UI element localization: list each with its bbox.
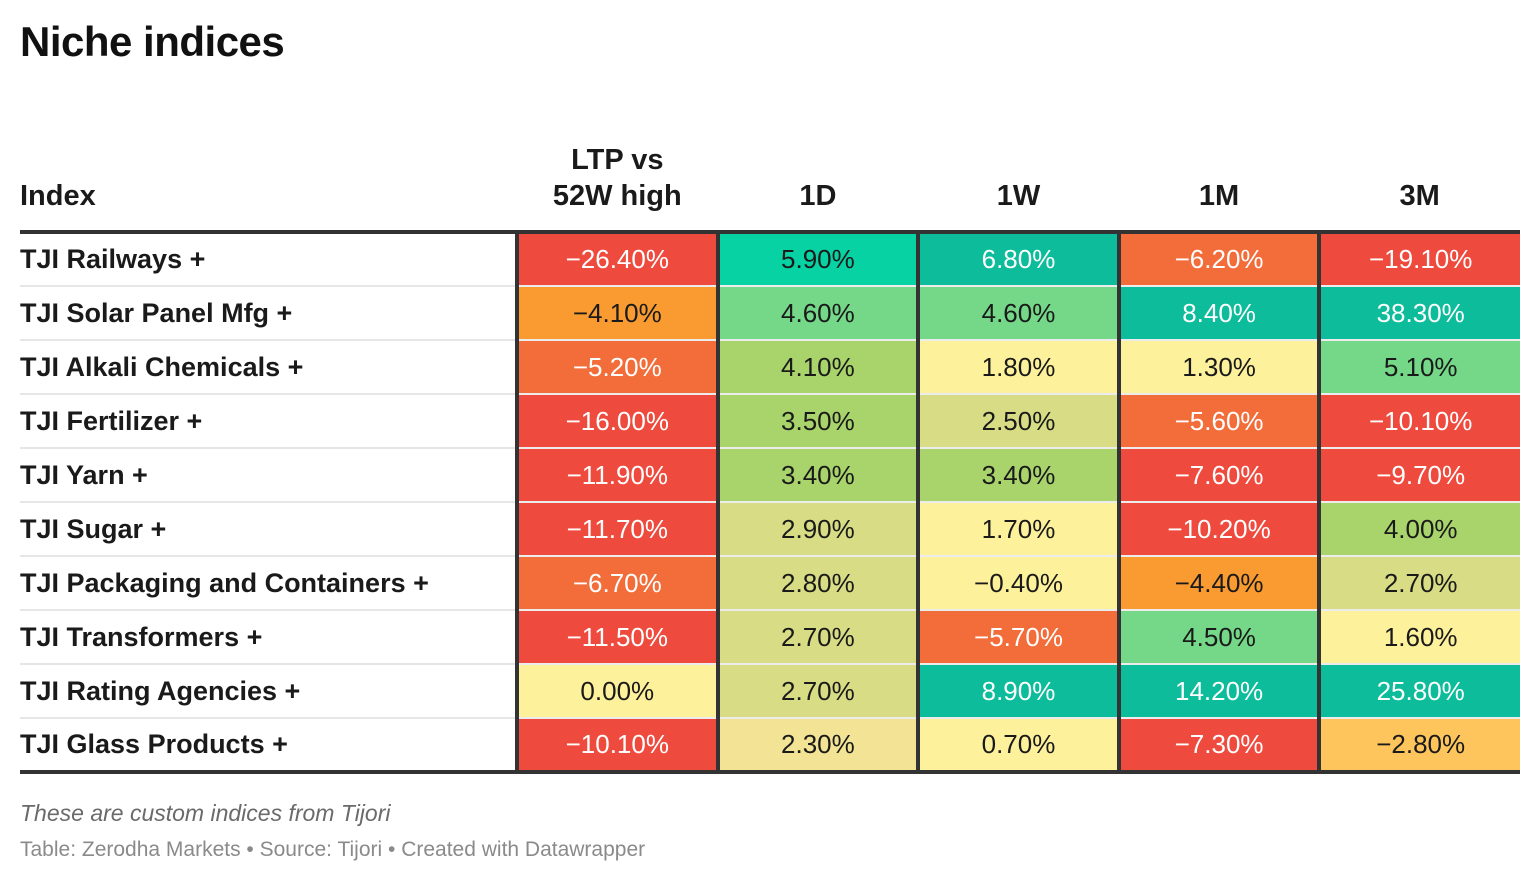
- value-cell-w1: 1.80%: [916, 339, 1119, 394]
- value-cell-m3: −2.80%: [1317, 717, 1520, 774]
- value-cell-m1: 1.30%: [1116, 339, 1320, 394]
- table-row: TJI Alkali Chemicals + −5.20% 4.10% 1.80% 1.…: [20, 339, 1520, 394]
- value-cell-m3: 38.30%: [1317, 285, 1520, 340]
- value-cell-d1: 2.70%: [715, 609, 919, 664]
- column-header-w1: 1W: [918, 124, 1119, 234]
- index-name: TJI Rating Agencies +: [20, 663, 517, 718]
- column-header-line: 52W high: [552, 180, 682, 212]
- value-cell-m1: −4.40%: [1116, 555, 1320, 610]
- index-name: TJI Alkali Chemicals +: [20, 339, 517, 394]
- table-row: TJI Fertilizer + −16.00% 3.50% 2.50% −5.60% −…: [20, 393, 1520, 448]
- table-row: TJI Rating Agencies +0.00% 2.70% 8.90% 14.2…: [20, 663, 1520, 718]
- column-header-m1: 1M: [1118, 124, 1320, 234]
- value-cell-w1: 8.90%: [916, 663, 1119, 718]
- value-cell-w1: 6.80%: [916, 232, 1119, 286]
- value-cell-ltp_vs_52w_high: −6.70%: [515, 555, 718, 610]
- value-cell-m3: 1.60%: [1317, 609, 1520, 664]
- column-header-line: 3M: [1399, 180, 1440, 212]
- column-header-line: 1W: [996, 180, 1041, 212]
- value-cell-d1: 2.80%: [715, 555, 919, 610]
- index-name: TJI Railways +: [20, 244, 206, 274]
- value-cell-ltp_vs_52w_high: −11.50%: [515, 609, 718, 664]
- index-name: TJI Glass Products +: [20, 717, 517, 774]
- heatmap-table: Index LTP vs 52W high 1D 1W 1M 3M TJI Railways…: [20, 124, 1520, 774]
- value-cell-ltp_vs_52w_high: −5.20%: [515, 339, 718, 394]
- value-cell-w1: 0.70%: [916, 717, 1119, 774]
- column-header-m3: 3M: [1319, 124, 1520, 234]
- value-cell-d1: 5.90%: [715, 232, 919, 286]
- value-cell-m1: −10.20%: [1116, 501, 1320, 556]
- value-cell-ltp_vs_52w_high: −4.10%: [515, 285, 718, 340]
- table-row: TJI Packaging and Containers + −6.70% 2.80…: [20, 555, 1520, 610]
- value-cell-m3: 5.10%: [1317, 339, 1520, 394]
- value-cell-d1: 4.10%: [715, 339, 919, 394]
- table-row: TJI Glass Products + −10.10% 2.30% 0.70% −7.…: [20, 717, 1520, 774]
- index-name: TJI Packaging and Containers +: [20, 555, 517, 610]
- table-row: TJI Railways + −26.40% 5.90% 6.80% −6.20% −19…: [20, 232, 1520, 286]
- value-cell-ltp_vs_52w_high: −11.90%: [515, 447, 718, 502]
- column-header-d1: 1D: [717, 124, 919, 234]
- value-cell-d1: 2.30%: [715, 717, 919, 774]
- column-header-line: 1M: [1198, 180, 1240, 212]
- value-cell-ltp_vs_52w_high: −10.10%: [515, 717, 718, 774]
- value-cell-m3: −9.70%: [1317, 447, 1520, 502]
- value-cell-w1: −0.40%: [916, 555, 1119, 610]
- value-cell-m1: −5.60%: [1116, 393, 1320, 448]
- column-header-ltp_vs_52w_high: LTP vs 52W high: [517, 124, 718, 234]
- column-header-index: Index: [20, 124, 517, 234]
- value-cell-ltp_vs_52w_high: −26.40%: [515, 232, 718, 286]
- value-cell-w1: 1.70%: [916, 501, 1119, 556]
- value-cell-m1: −7.60%: [1116, 447, 1320, 502]
- column-header-line: 1D: [799, 180, 837, 212]
- value-cell-m1: 4.50%: [1116, 609, 1320, 664]
- footnote: These are custom indices from Tijori: [20, 800, 391, 826]
- value-cell-ltp_vs_52w_high: −16.00%: [515, 393, 718, 448]
- value-cell-d1: 2.70%: [715, 663, 919, 718]
- column-header-line: Index: [20, 180, 96, 212]
- value-cell-d1: 3.40%: [715, 447, 919, 502]
- value-cell-d1: 2.90%: [715, 501, 919, 556]
- source-credit: Table: Zerodha Markets • Source: Tijori …: [20, 838, 646, 861]
- value-cell-ltp_vs_52w_high: −11.70%: [515, 501, 718, 556]
- value-cell-w1: 2.50%: [916, 393, 1119, 448]
- value-cell-m3: −19.10%: [1317, 232, 1520, 286]
- value-cell-w1: −5.70%: [916, 609, 1119, 664]
- value-cell-m3: 4.00%: [1317, 501, 1520, 556]
- index-name: TJI Solar Panel Mfg +: [20, 285, 517, 340]
- value-cell-m3: 25.80%: [1317, 663, 1520, 718]
- value-cell-w1: 3.40%: [916, 447, 1119, 502]
- table-row: TJI Sugar + −11.70% 2.90% 1.70% −10.20% 4.00%: [20, 501, 1520, 556]
- table-row: TJI Yarn + −11.90% 3.40% 3.40% −7.60% −9.70%: [20, 447, 1520, 502]
- table-row: TJI Solar Panel Mfg + −4.10% 4.60% 4.60% 8.4…: [20, 285, 1520, 340]
- table-row: TJI Transformers + −11.50% 2.70% −5.70% 4.50…: [20, 609, 1520, 664]
- chart-title: Niche indices: [20, 18, 285, 65]
- table-header: Index LTP vs 52W high 1D 1W 1M 3M: [20, 124, 1520, 234]
- index-name: TJI Yarn +: [20, 447, 517, 502]
- table-body: TJI Railways + −26.40% 5.90% 6.80% −6.20% −19…: [20, 232, 1520, 774]
- index-name: TJI Sugar +: [20, 501, 517, 556]
- value-cell-d1: 4.60%: [715, 285, 919, 340]
- index-name: TJI Fertilizer +: [20, 393, 517, 448]
- value-cell-m3: −10.10%: [1317, 393, 1520, 448]
- value-cell-m1: −7.30%: [1116, 717, 1320, 774]
- value-cell-w1: 4.60%: [916, 285, 1119, 340]
- value-cell-ltp_vs_52w_high: 0.00%: [515, 663, 718, 718]
- index-name: TJI Transformers +: [20, 609, 517, 664]
- value-cell-m1: 14.20%: [1116, 663, 1320, 718]
- column-header-line: LTP vs: [571, 144, 664, 176]
- value-cell-d1: 3.50%: [715, 393, 919, 448]
- header-row: Index LTP vs 52W high 1D 1W 1M 3M: [20, 124, 1520, 234]
- value-cell-m1: 8.40%: [1116, 285, 1320, 340]
- value-cell-m3: 2.70%: [1317, 555, 1520, 610]
- value-cell-m1: −6.20%: [1116, 232, 1320, 286]
